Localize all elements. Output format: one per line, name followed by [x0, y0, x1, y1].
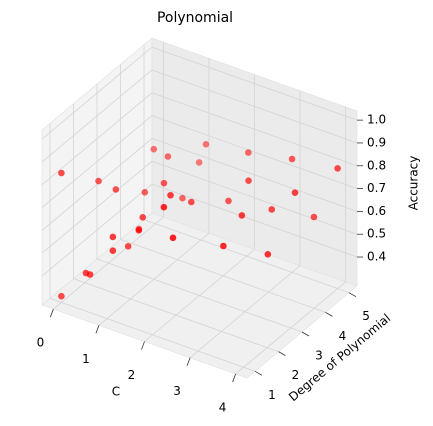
- grid-line: [41, 183, 153, 277]
- x-tick-label: 2: [128, 368, 136, 382]
- grid-line: [96, 258, 303, 333]
- point: [169, 234, 177, 242]
- point: [86, 271, 94, 278]
- x-tick-label: 1: [82, 352, 90, 366]
- z-tick-label: 1.0: [367, 113, 386, 127]
- point: [58, 292, 65, 300]
- point: [139, 213, 147, 221]
- y-tick: [325, 311, 333, 317]
- point: [95, 177, 102, 185]
- grid-line: [151, 46, 358, 121]
- y-tick-label: 3: [315, 349, 323, 363]
- z-tick-label: 0.4: [367, 250, 386, 264]
- point: [245, 177, 252, 184]
- grid-line: [41, 138, 153, 231]
- x-tick: [186, 357, 191, 366]
- points: [58, 141, 341, 300]
- x-tick-label: 0: [37, 336, 45, 350]
- point: [202, 141, 210, 148]
- z-axis-label: Accuracy: [407, 156, 421, 211]
- grid-line: [73, 278, 279, 353]
- grid-line: [120, 238, 326, 313]
- x-axis-label: C: [112, 385, 120, 399]
- point: [150, 145, 158, 153]
- z-tick-label: 0.7: [367, 181, 386, 195]
- grid-line: [49, 297, 256, 372]
- y-tick: [254, 370, 263, 376]
- point: [195, 159, 203, 166]
- point: [310, 213, 318, 221]
- point: [288, 155, 296, 163]
- point: [238, 212, 246, 219]
- x-tick: [50, 308, 54, 318]
- y-tick: [348, 292, 357, 298]
- grid-line: [151, 183, 358, 258]
- point: [245, 149, 252, 156]
- point: [160, 203, 168, 211]
- point: [291, 189, 299, 196]
- point: [164, 153, 172, 160]
- panes: [41, 37, 358, 379]
- x-tick-label: 3: [173, 384, 181, 398]
- grid-line: [151, 115, 358, 189]
- point: [268, 206, 276, 213]
- point: [264, 251, 272, 258]
- x-tick: [141, 341, 145, 350]
- grid-line: [151, 160, 358, 235]
- point: [124, 243, 132, 250]
- point: [179, 194, 186, 202]
- point: [334, 165, 341, 172]
- grid-line: [151, 92, 358, 167]
- grid-line: [151, 138, 358, 212]
- point: [109, 233, 117, 241]
- y-tick-label: 4: [339, 329, 347, 343]
- grid: [41, 42, 363, 383]
- grid-line: [41, 160, 153, 254]
- y-tick: [278, 351, 286, 357]
- x-tick-label: 4: [219, 400, 227, 414]
- point: [220, 242, 227, 250]
- point: [109, 247, 117, 254]
- point: [160, 179, 168, 187]
- z-tick-label: 0.9: [367, 135, 386, 149]
- z-tick-label: 0.5: [367, 227, 386, 241]
- z-tick-label: 0.6: [367, 204, 386, 218]
- x-tick: [232, 373, 236, 383]
- point: [141, 188, 149, 196]
- grid-line: [41, 69, 153, 163]
- grid-line: [41, 92, 153, 186]
- grid-line: [143, 219, 350, 294]
- grid-line: [41, 115, 153, 208]
- point: [167, 191, 174, 199]
- y-tick-label: 5: [362, 309, 370, 323]
- point: [112, 186, 120, 193]
- x-tick: [95, 325, 100, 334]
- grid-line: [41, 46, 153, 140]
- z-tick-label: 0.8: [367, 158, 386, 172]
- point: [225, 197, 232, 205]
- chart-title: Polynomial: [157, 10, 233, 26]
- y-tick-label: 2: [292, 368, 300, 382]
- point: [58, 169, 65, 177]
- point: [135, 226, 143, 234]
- y-tick-label: 1: [268, 388, 276, 402]
- grid-line: [151, 69, 358, 144]
- y-tick: [301, 331, 310, 337]
- point: [188, 198, 195, 206]
